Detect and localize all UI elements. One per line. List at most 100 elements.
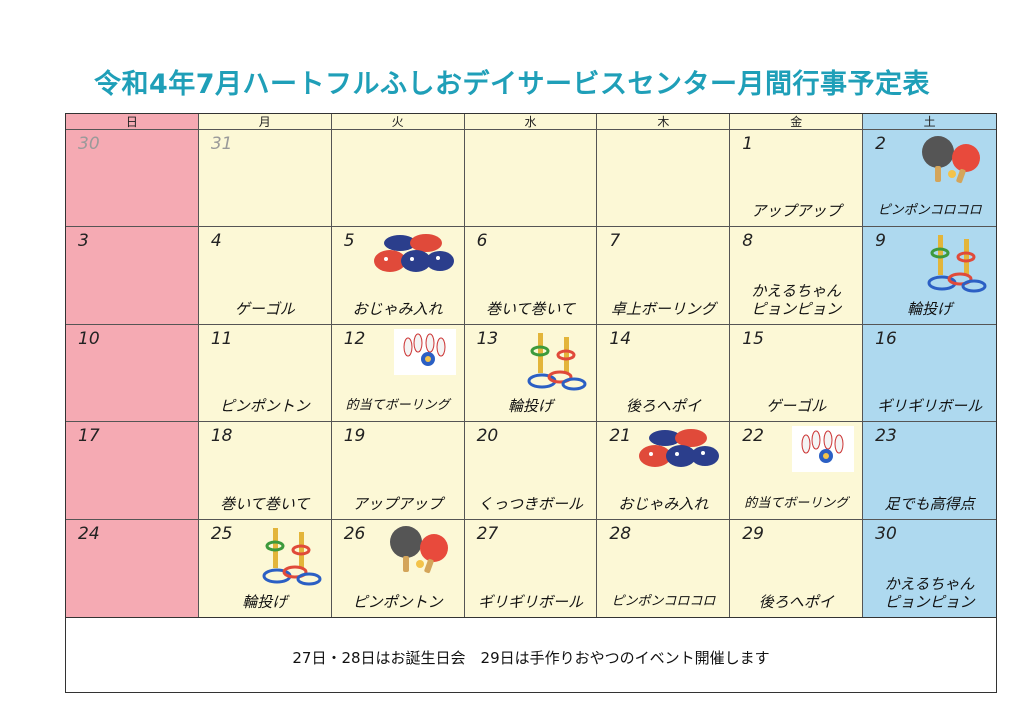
ping-pong-paddles-icon xyxy=(386,524,456,580)
event-label: ピンポントン xyxy=(352,593,443,611)
day-number: 30 xyxy=(78,134,100,154)
day-number: 12 xyxy=(343,328,366,349)
day-number: 19 xyxy=(343,426,366,447)
weekday-header: 木 xyxy=(597,114,731,130)
event-label: 卓上ボーリング xyxy=(610,299,716,318)
day-number: 8 xyxy=(742,231,754,252)
day-number: 22 xyxy=(742,426,764,447)
calendar-day-cell: 31 xyxy=(198,130,332,228)
bean-bags-icon xyxy=(372,231,456,279)
calendar-day-cell: 20 くっつきボール xyxy=(464,422,598,520)
day-number: 5 xyxy=(343,231,355,252)
event-label: おじゃみ入れ xyxy=(352,299,443,318)
day-number: 23 xyxy=(875,426,897,447)
event-label: 後ろへポイ xyxy=(758,593,834,611)
calendar-day-cell: 28 ピンポンコロコロ xyxy=(597,519,731,617)
day-number: 15 xyxy=(742,328,764,349)
event-label: 輪投げ xyxy=(907,299,953,318)
calendar-day-cell: 16 ギリギリボール xyxy=(863,324,996,423)
event-label: 的当てボーリング xyxy=(744,495,849,511)
ping-pong-paddles-icon xyxy=(918,134,988,190)
calendar-grid: 日月火水木金土 30 31 1 アップアップ 2 ピンポンコロコロ 3 4 ゲーゴル 5 おじゃみ入れ… xyxy=(65,113,997,618)
day-number: 11 xyxy=(210,328,233,349)
event-label: ピンポンコロコロ xyxy=(611,594,716,609)
day-number: 14 xyxy=(609,328,632,349)
calendar-day-cell: 2 ピンポンコロコロ xyxy=(863,130,996,228)
day-number: 31 xyxy=(210,134,233,154)
bowling-pins-icon xyxy=(792,426,855,476)
event-label: くっつきボール xyxy=(477,494,583,513)
event-label: かえるちゃん ピョンピョン xyxy=(884,575,975,611)
calendar-day-cell: 30 かえるちゃん ピョンピョン xyxy=(863,519,996,617)
day-number: 29 xyxy=(742,523,764,544)
day-number: 17 xyxy=(78,426,100,447)
day-number: 7 xyxy=(609,231,621,252)
calendar-day-cell: 5 おじゃみ入れ xyxy=(331,227,465,325)
day-number: 18 xyxy=(210,426,233,447)
event-label: ギリギリボール xyxy=(477,593,583,611)
calendar-day-cell: 4 ゲーゴル xyxy=(198,227,332,325)
day-number: 27 xyxy=(476,523,499,544)
day-number: 10 xyxy=(78,328,100,349)
calendar-day-cell: 18 巻いて巻いて xyxy=(198,422,332,520)
day-number: 28 xyxy=(609,523,632,544)
event-label: 巻いて巻いて xyxy=(220,494,310,513)
calendar-day-cell: 19 アップアップ xyxy=(331,422,465,520)
event-label: ゲーゴル xyxy=(766,397,827,416)
calendar-day-cell: 1 アップアップ xyxy=(730,130,864,228)
calendar-day-cell xyxy=(597,130,731,228)
calendar-day-cell: 12 的当てボーリング xyxy=(331,324,465,423)
day-number: 21 xyxy=(609,426,632,447)
calendar-day-cell: 23 足でも高得点 xyxy=(863,422,996,520)
day-number: 20 xyxy=(476,426,499,447)
calendar-day-cell: 25 輪投げ xyxy=(198,519,332,617)
event-label: ピンポントン xyxy=(219,397,310,416)
day-number: 16 xyxy=(875,328,897,349)
event-label: アップアップ xyxy=(352,494,443,513)
event-label: 的当てボーリング xyxy=(345,398,450,414)
bean-bags-icon xyxy=(637,426,721,474)
event-label: 巻いて巻いて xyxy=(485,299,576,318)
weekday-header: 日 xyxy=(66,114,199,130)
day-number: 6 xyxy=(476,231,488,252)
day-number: 13 xyxy=(476,328,499,349)
calendar-day-cell: 26 ピンポントン xyxy=(331,519,465,617)
day-number: 30 xyxy=(875,523,897,544)
calendar-day-cell: 8 かえるちゃん ピョンピョン xyxy=(730,227,864,325)
calendar-day-cell: 15 ゲーゴル xyxy=(730,324,864,423)
day-number: 2 xyxy=(875,134,886,154)
weekday-header: 火 xyxy=(331,114,465,130)
calendar-day-cell: 10 xyxy=(66,324,199,423)
calendar-day-cell: 6 巻いて巻いて xyxy=(464,227,598,325)
event-label: 後ろへポイ xyxy=(625,397,701,416)
ring-toss-icon xyxy=(257,524,323,590)
event-label: 輪投げ xyxy=(242,593,288,611)
calendar-day-cell: 30 xyxy=(66,130,199,228)
event-label: 輪投げ xyxy=(507,397,553,416)
calendar-day-cell: 3 xyxy=(66,227,199,325)
calendar-day-cell: 21 おじゃみ入れ xyxy=(597,422,731,520)
calendar-day-cell: 9 輪投げ xyxy=(863,227,996,325)
day-number: 25 xyxy=(210,523,233,544)
calendar-day-cell: 7 卓上ボーリング xyxy=(597,227,731,325)
footer-note: 27日・28日はお誕生日会 29日は手作りおやつのイベント開催します xyxy=(65,618,997,693)
calendar-day-cell: 27 ギリギリボール xyxy=(464,519,598,617)
calendar-day-cell: 14 後ろへポイ xyxy=(597,324,731,423)
event-label: かえるちゃん ピョンピョン xyxy=(751,281,842,318)
event-label: ギリギリボール xyxy=(877,397,983,416)
calendar-day-cell: 22 的当てボーリング xyxy=(730,422,864,520)
day-number: 24 xyxy=(78,523,100,544)
calendar-day-cell: 11 ピンポントン xyxy=(198,324,332,423)
day-number: 26 xyxy=(343,523,366,544)
weekday-header: 水 xyxy=(464,114,598,130)
calendar-day-cell: 24 xyxy=(66,519,199,617)
page-title: 令和4年7月ハートフルふしおデイサービスセンター月間行事予定表 xyxy=(93,69,931,100)
day-number: 1 xyxy=(742,134,754,154)
calendar-day-cell xyxy=(464,130,598,228)
calendar-day-cell xyxy=(331,130,465,228)
weekday-header: 土 xyxy=(863,114,996,130)
event-label: おじゃみ入れ xyxy=(618,494,709,513)
event-label: ゲーゴル xyxy=(234,299,295,318)
event-label: ピンポンコロコロ xyxy=(877,203,982,219)
day-number: 4 xyxy=(210,231,222,252)
